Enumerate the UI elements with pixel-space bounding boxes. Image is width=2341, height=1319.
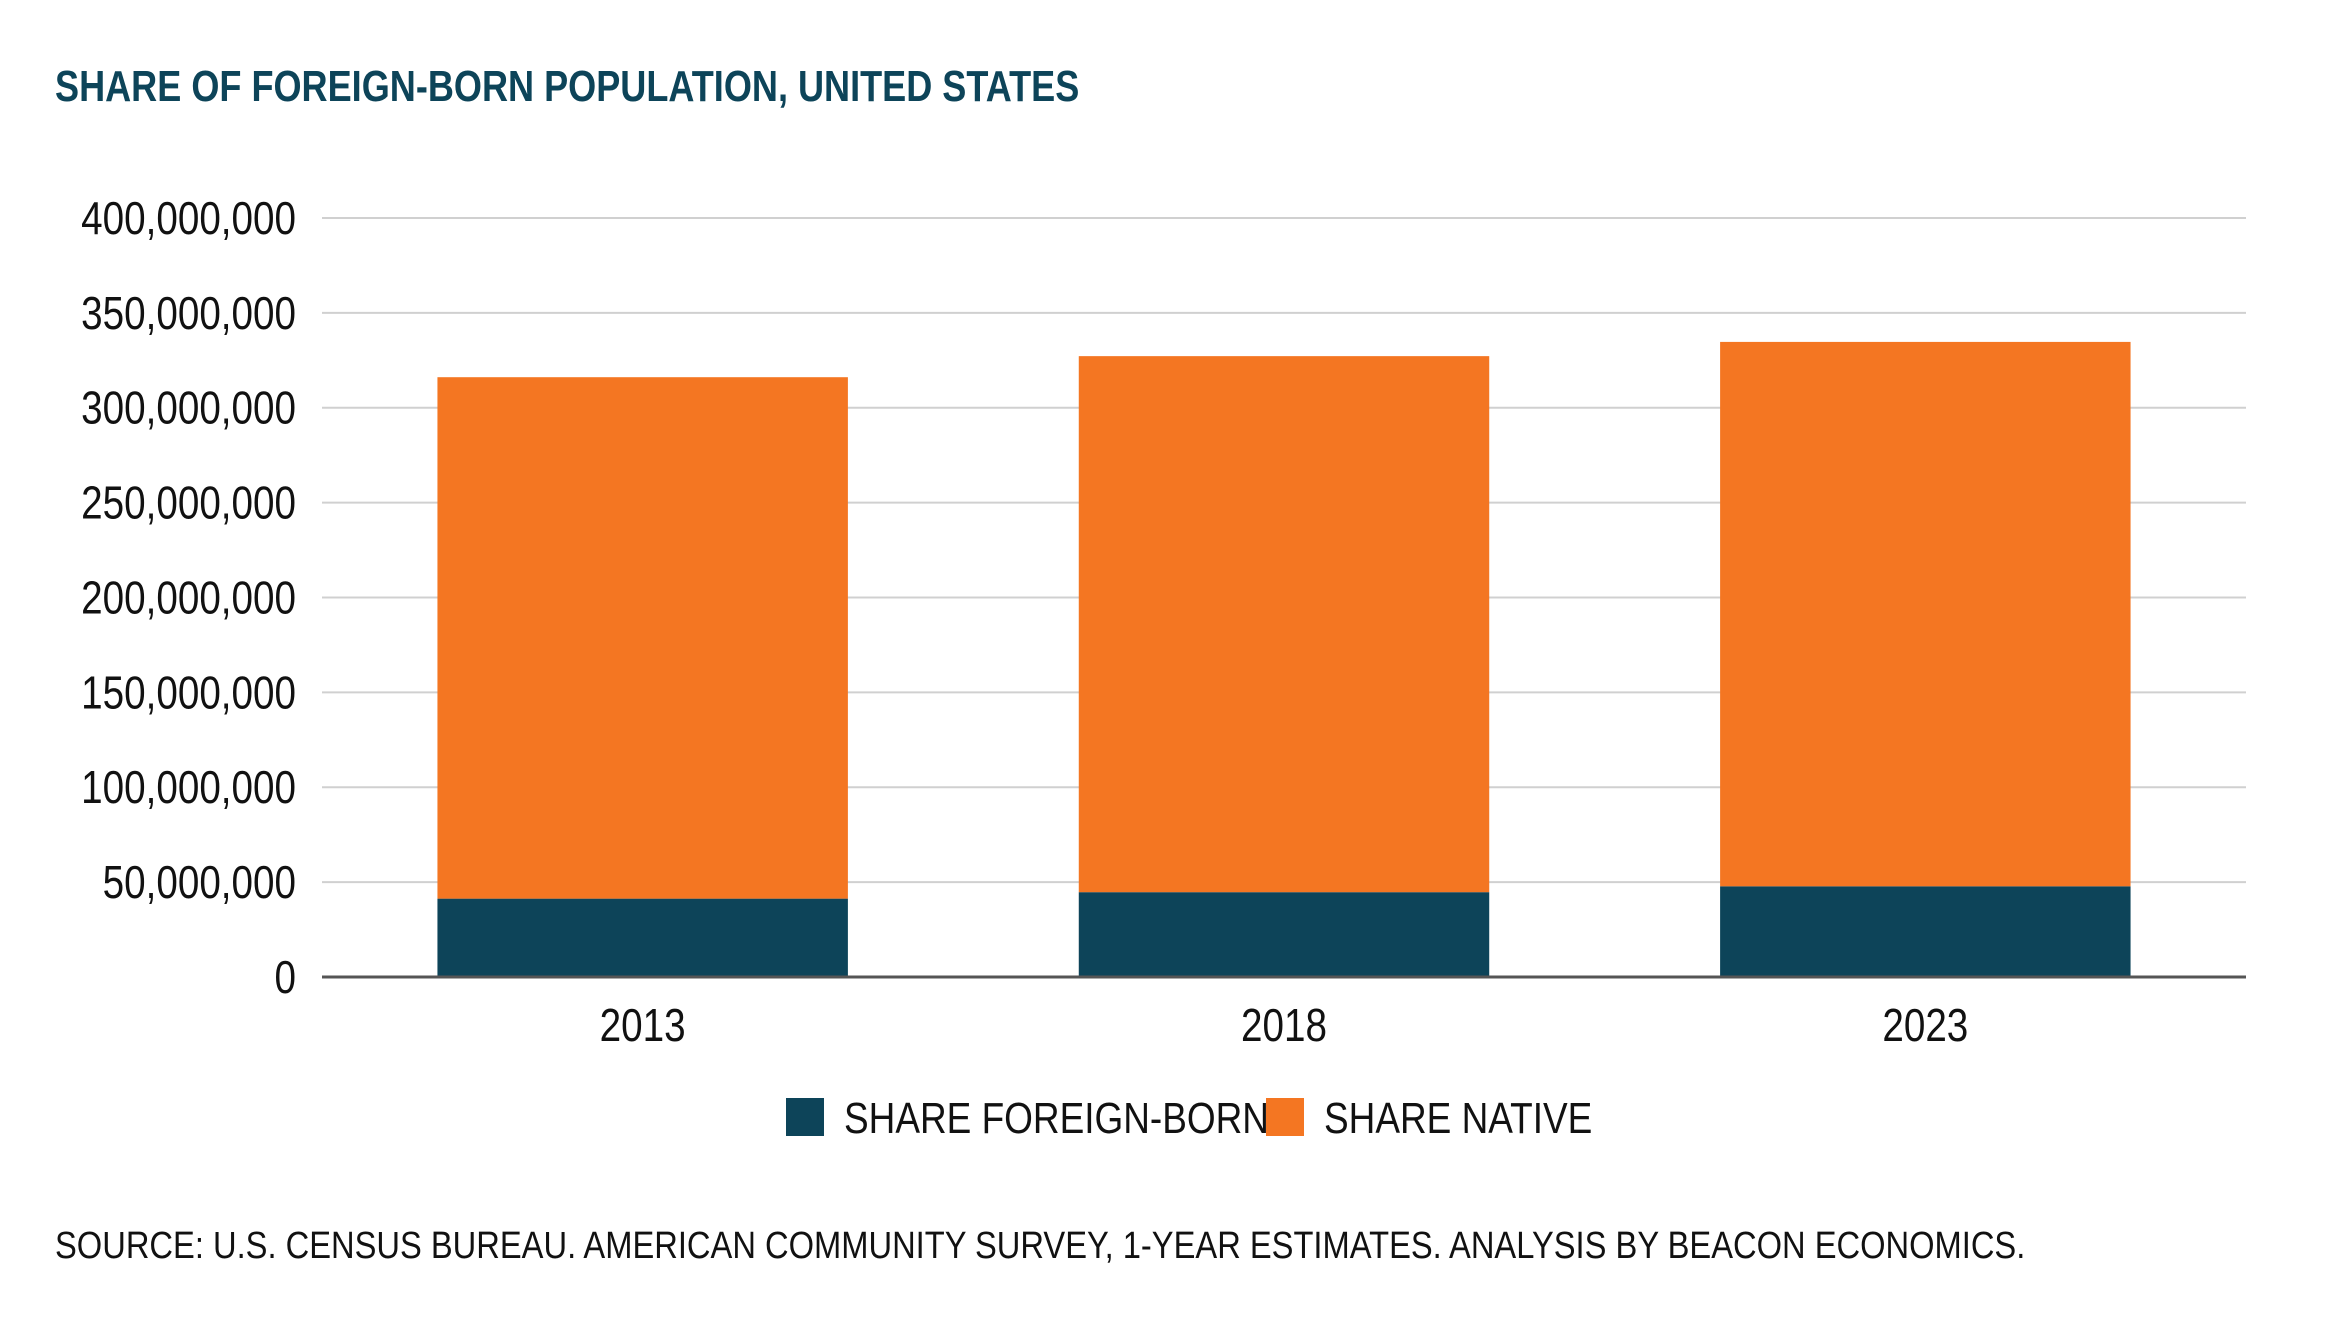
y-tick-label-3: 150,000,000 (81, 667, 296, 718)
bar-2018-foreign-born (1078, 892, 1490, 977)
bar-2018-native (1078, 356, 1490, 893)
x-tick-label-2023: 2023 (1882, 1000, 1968, 1051)
y-tick-label-5: 250,000,000 (81, 477, 296, 528)
legend-label-foreign-born: SHARE FOREIGN-BORN (844, 1093, 1269, 1143)
x-tick-label-2018: 2018 (1241, 1000, 1327, 1051)
bar-2013-foreign-born (437, 898, 848, 977)
legend-swatch-foreign-born (786, 1098, 824, 1136)
y-tick-label-6: 300,000,000 (81, 383, 296, 434)
legend-swatch-native (1266, 1098, 1304, 1136)
y-tick-label-4: 200,000,000 (81, 572, 296, 623)
bar-2023-foreign-born (1720, 886, 2131, 977)
chart-title: SHARE OF FOREIGN-BORN POPULATION, UNITED… (55, 62, 1080, 111)
legend-label-native: SHARE NATIVE (1324, 1093, 1592, 1143)
y-tick-label-8: 400,000,000 (81, 193, 296, 244)
x-axis-tick-labels: 2013 2018 2023 (600, 1000, 1969, 1051)
x-tick-label-2013: 2013 (600, 1000, 686, 1051)
bar-2013-native (437, 377, 848, 899)
y-axis-tick-labels: 0 50,000,000 100,000,000 150,000,000 200,000… (81, 193, 296, 1003)
y-tick-label-1: 50,000,000 (103, 857, 296, 908)
legend: SHARE FOREIGN-BORN SHARE NATIVE (786, 1093, 1592, 1143)
y-tick-label-2: 100,000,000 (81, 762, 296, 813)
source-note: SOURCE: U.S. CENSUS BUREAU. AMERICAN COM… (55, 1225, 2026, 1267)
y-tick-label-0: 0 (275, 952, 296, 1003)
y-tick-label-7: 350,000,000 (81, 288, 296, 339)
bar-2023-native (1720, 341, 2131, 887)
bars (437, 341, 2131, 977)
